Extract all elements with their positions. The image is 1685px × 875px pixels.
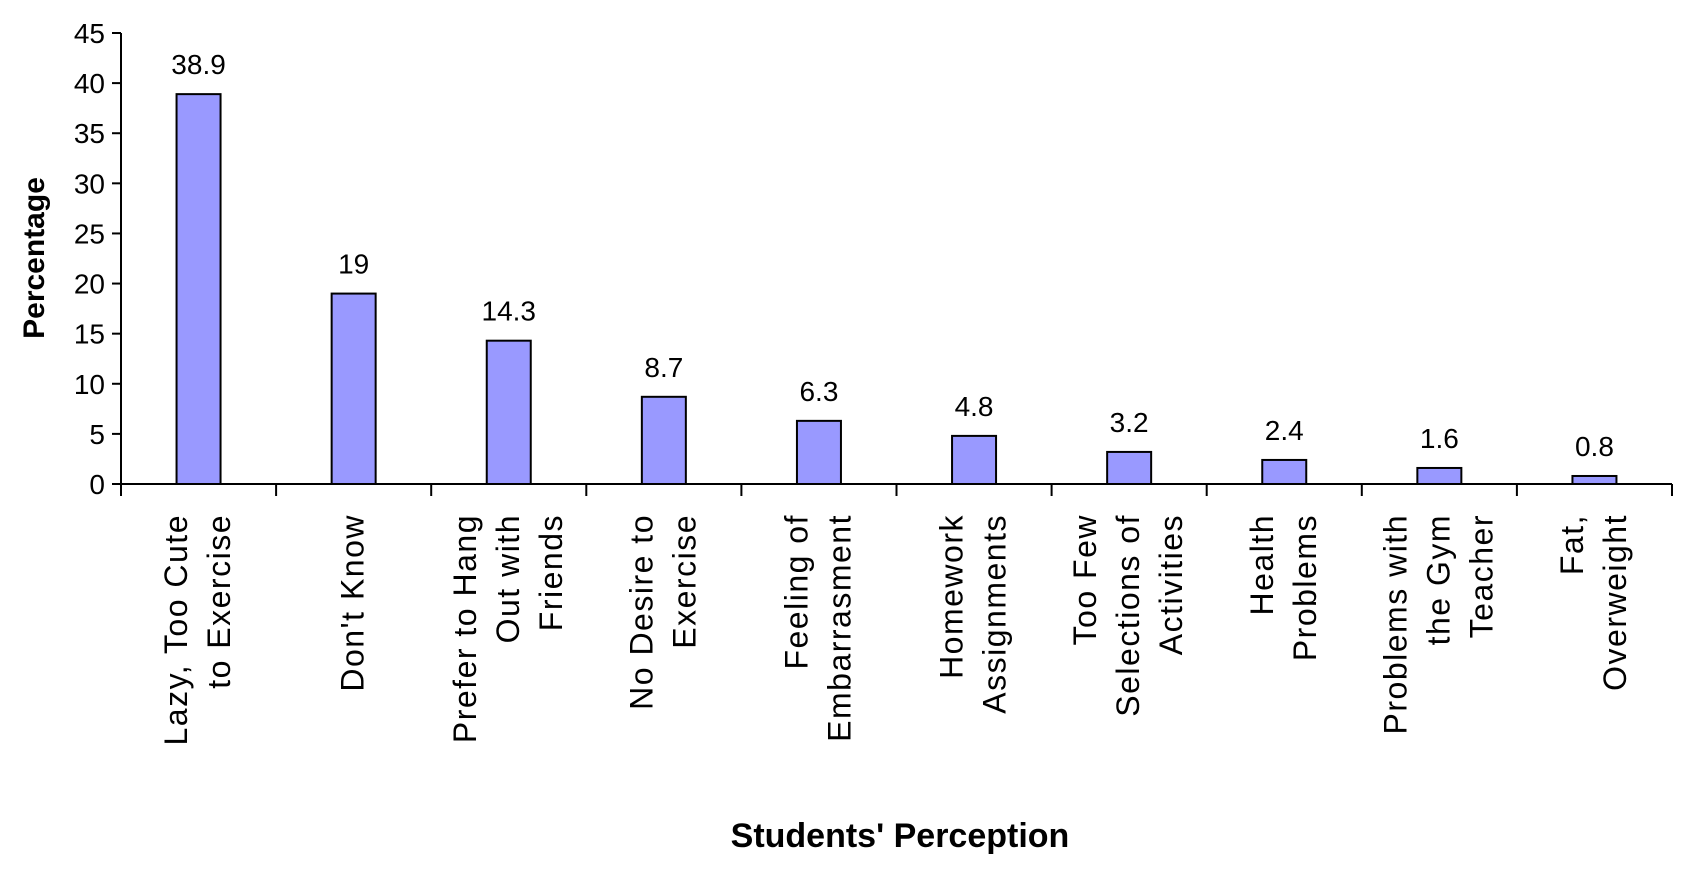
category-label-line: Feeling of — [778, 514, 814, 670]
bar — [640, 395, 687, 486]
category-label: No Desire to Exercise — [623, 514, 702, 710]
category-label-line: No Desire to — [623, 514, 659, 710]
y-axis-title: Percentage — [18, 177, 51, 339]
category-label-line: Health — [1244, 514, 1280, 616]
y-tick-label: 35 — [74, 118, 105, 149]
data-label: 14.3 — [482, 296, 537, 327]
bar — [1106, 450, 1153, 486]
category-label-line: Problems — [1287, 514, 1323, 661]
x-axis — [120, 483, 1673, 496]
y-tick-label: 45 — [74, 18, 105, 49]
category-label-line: Out with — [490, 514, 526, 643]
category-label-line: Exercise — [666, 514, 702, 649]
category-label: Too Few Selections of Activities — [1067, 514, 1189, 717]
bars — [175, 93, 1618, 486]
data-label: 0.8 — [1575, 431, 1614, 462]
y-tick-label: 5 — [89, 419, 105, 450]
category-label: Lazy, Too Cute to Exercise — [158, 514, 237, 746]
y-tick-label: 20 — [74, 269, 105, 300]
category-label-line: Selections of — [1110, 514, 1146, 717]
category-label-line: Homework — [934, 514, 970, 679]
data-label: 8.7 — [644, 352, 683, 383]
category-label: Health Problems — [1244, 514, 1323, 661]
y-tick-label: 15 — [74, 319, 105, 350]
category-label-line: Assignments — [977, 514, 1013, 714]
bar — [795, 419, 842, 485]
category-label: Prefer to Hang Out with Friends — [447, 514, 569, 743]
category-label: Feeling of Embarrasment — [778, 514, 857, 742]
y-axis: 0 5 10 15 20 25 30 35 40 45 — [74, 18, 122, 500]
category-label-line: Don't Know — [335, 514, 371, 692]
category-label-line: Lazy, Too Cute — [158, 514, 194, 746]
data-label: 6.3 — [799, 376, 838, 407]
bar — [175, 93, 222, 485]
x-axis-title: Students' Perception — [731, 817, 1070, 855]
category-label-line: Activities — [1153, 514, 1189, 655]
category-label: Problems with the Gym Teacher — [1377, 514, 1499, 734]
category-label-line: Overweight — [1597, 514, 1633, 691]
category-label-line: Friends — [533, 514, 569, 631]
category-label-line: Teacher — [1463, 514, 1499, 638]
bar — [485, 339, 532, 485]
category-label-line: Fat, — [1554, 514, 1590, 575]
category-label-line: Embarrasment — [821, 514, 857, 742]
bar — [1416, 466, 1463, 486]
data-label: 19 — [338, 249, 369, 280]
data-label: 2.4 — [1265, 415, 1304, 446]
bar — [1261, 458, 1308, 485]
data-label: 38.9 — [171, 49, 226, 80]
y-tick-label: 30 — [74, 168, 105, 199]
category-label-line: the Gym — [1420, 514, 1456, 645]
bar — [330, 292, 377, 486]
category-labels: Lazy, Too Cute to Exercise Don't Know Prefe… — [158, 514, 1633, 746]
category-label: Don't Know — [335, 514, 371, 692]
data-label: 3.2 — [1110, 407, 1149, 438]
y-tick-label: 25 — [74, 218, 105, 249]
category-label-line: to Exercise — [201, 514, 237, 689]
category-label-line: Problems with — [1377, 514, 1413, 734]
category-label: Fat, Overweight — [1554, 514, 1633, 691]
data-label: 4.8 — [955, 391, 994, 422]
category-label-line: Prefer to Hang — [447, 514, 483, 743]
y-tick-label: 10 — [74, 369, 105, 400]
bar — [1571, 474, 1618, 485]
y-tick-label: 0 — [89, 469, 105, 500]
category-label-line: Too Few — [1067, 514, 1103, 645]
data-labels: 38.9 19 14.3 8.7 6.3 4.8 3.2 2.4 1.6 0.8 — [171, 49, 1614, 462]
y-tick-label: 40 — [74, 68, 105, 99]
category-label: Homework Assignments — [934, 514, 1013, 714]
data-label: 1.6 — [1420, 423, 1459, 454]
bar — [951, 434, 998, 486]
